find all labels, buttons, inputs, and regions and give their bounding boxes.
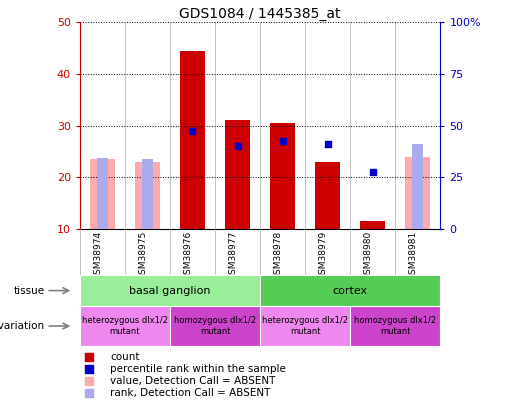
Text: GSM38978: GSM38978 bbox=[273, 231, 283, 280]
Bar bbox=[135, 162, 160, 229]
Bar bbox=[405, 156, 430, 229]
Bar bbox=[350, 306, 440, 346]
Point bbox=[84, 366, 93, 372]
Bar bbox=[412, 144, 423, 229]
Bar bbox=[90, 159, 115, 229]
Title: GDS1084 / 1445385_at: GDS1084 / 1445385_at bbox=[179, 7, 341, 21]
Point bbox=[233, 143, 242, 149]
Bar bbox=[260, 306, 350, 346]
Point bbox=[279, 138, 287, 144]
Text: cortex: cortex bbox=[333, 286, 368, 296]
Bar bbox=[315, 162, 340, 229]
Point bbox=[84, 378, 93, 384]
Bar bbox=[97, 158, 108, 229]
Text: GSM38980: GSM38980 bbox=[364, 231, 373, 280]
Point bbox=[84, 354, 93, 360]
Text: GSM38977: GSM38977 bbox=[229, 231, 237, 280]
Text: GSM38981: GSM38981 bbox=[409, 231, 418, 280]
Point bbox=[369, 169, 377, 175]
Text: homozygous dlx1/2
mutant: homozygous dlx1/2 mutant bbox=[354, 316, 436, 336]
Text: count: count bbox=[110, 352, 140, 362]
Text: GSM38976: GSM38976 bbox=[183, 231, 193, 280]
Bar bbox=[270, 123, 295, 229]
Point bbox=[323, 141, 332, 147]
Bar bbox=[80, 306, 170, 346]
Text: GSM38979: GSM38979 bbox=[319, 231, 328, 280]
Bar bbox=[360, 221, 385, 229]
Text: GSM38974: GSM38974 bbox=[93, 231, 102, 280]
Bar bbox=[170, 306, 260, 346]
Text: value, Detection Call = ABSENT: value, Detection Call = ABSENT bbox=[110, 376, 276, 386]
Bar bbox=[80, 275, 260, 306]
Text: heterozygous dlx1/2
mutant: heterozygous dlx1/2 mutant bbox=[262, 316, 348, 336]
Bar bbox=[180, 51, 205, 229]
Text: rank, Detection Call = ABSENT: rank, Detection Call = ABSENT bbox=[110, 388, 271, 398]
Text: homozygous dlx1/2
mutant: homozygous dlx1/2 mutant bbox=[174, 316, 256, 336]
Point bbox=[84, 390, 93, 396]
Text: genotype/variation: genotype/variation bbox=[0, 321, 45, 331]
Bar bbox=[225, 120, 250, 229]
Point bbox=[188, 128, 197, 134]
Text: percentile rank within the sample: percentile rank within the sample bbox=[110, 364, 286, 374]
Bar bbox=[260, 275, 440, 306]
Text: GSM38975: GSM38975 bbox=[139, 231, 147, 280]
Bar bbox=[142, 159, 153, 229]
Text: tissue: tissue bbox=[14, 286, 45, 296]
Text: basal ganglion: basal ganglion bbox=[129, 286, 211, 296]
Text: heterozygous dlx1/2
mutant: heterozygous dlx1/2 mutant bbox=[82, 316, 168, 336]
